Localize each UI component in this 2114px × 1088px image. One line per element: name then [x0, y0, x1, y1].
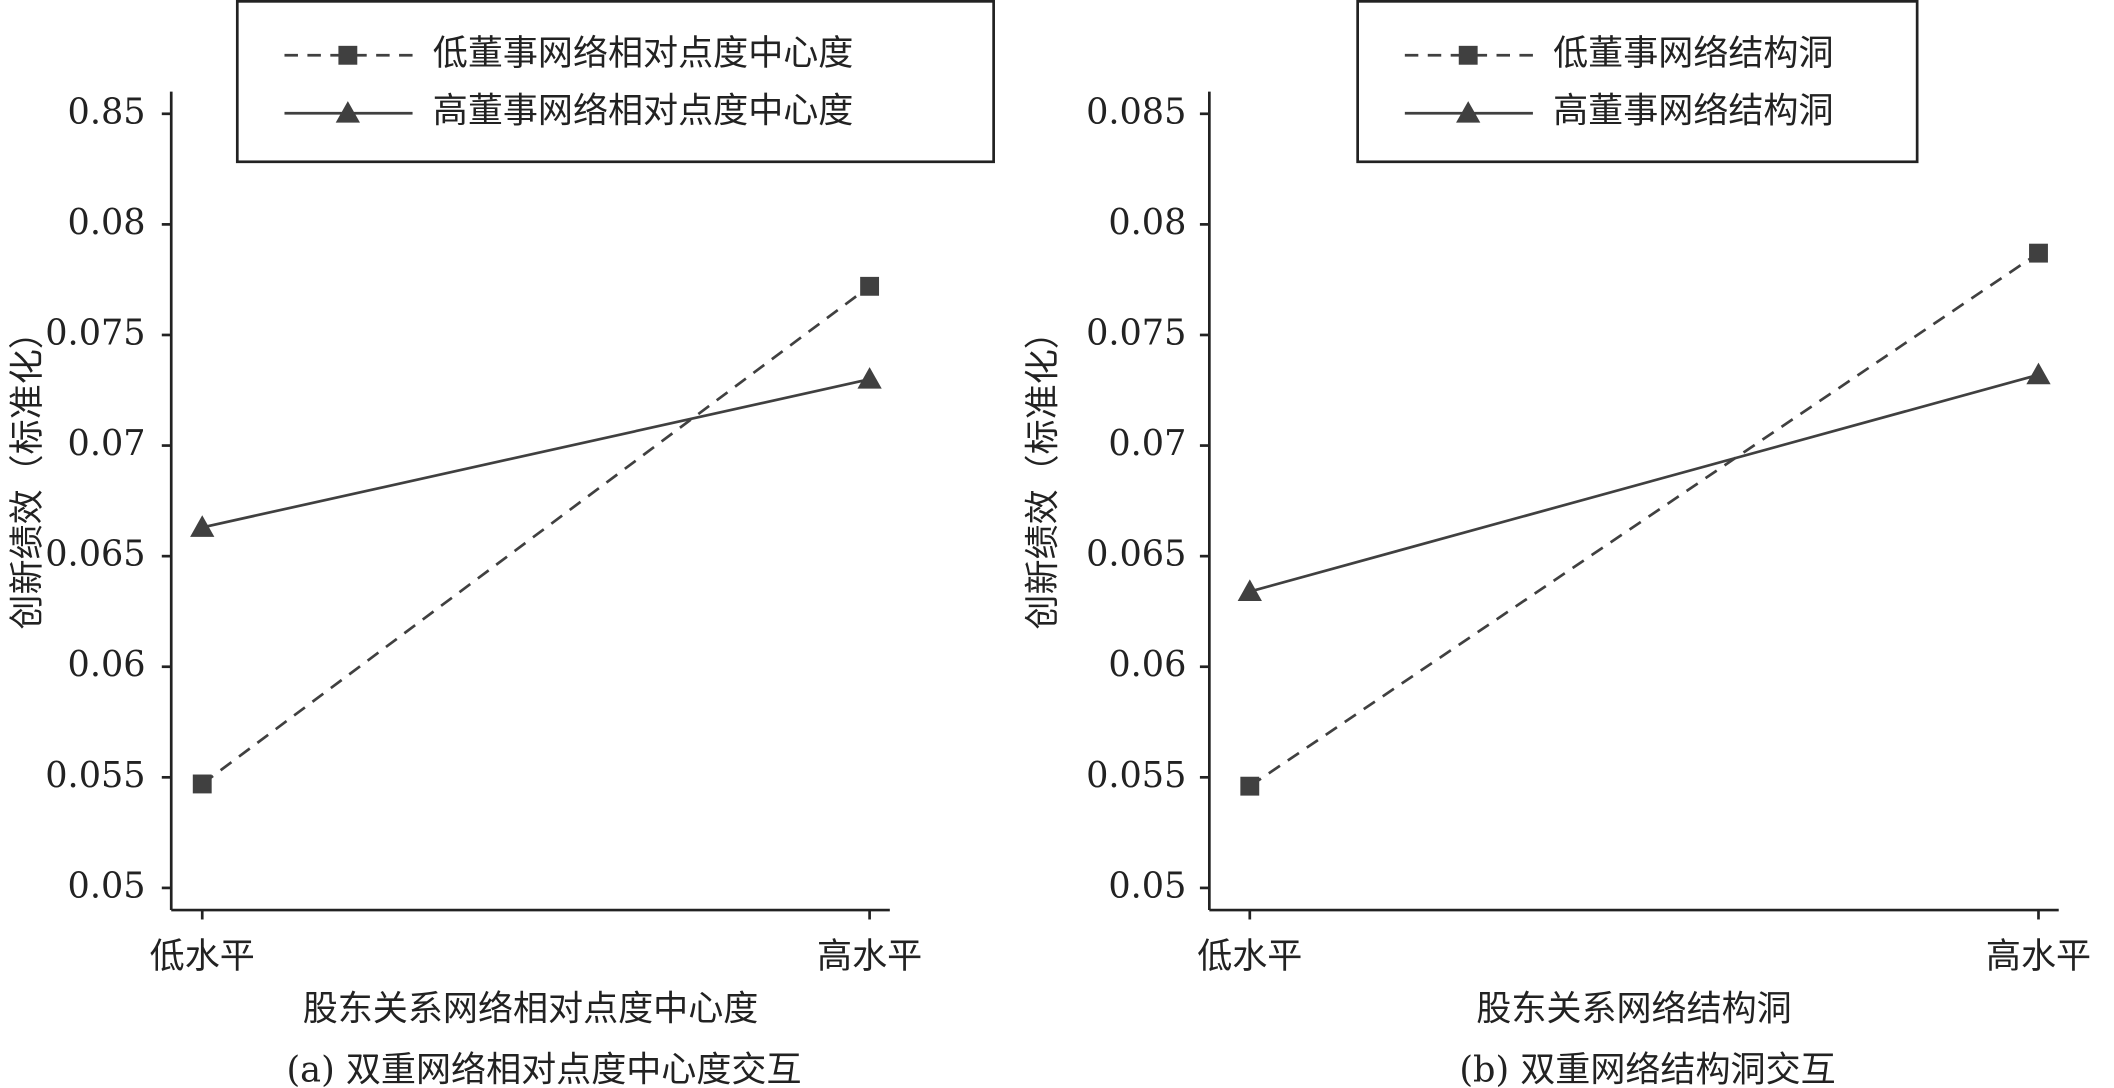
x-tick-label: 高水平 — [1986, 936, 2091, 977]
y-tick-label: 0.07 — [68, 423, 146, 464]
series-line — [1249, 373, 2039, 593]
y-tick-label: 0.08 — [1108, 202, 1186, 243]
legend-label: 高董事网络相对点度中心度 — [433, 91, 854, 132]
data-point — [2029, 243, 2048, 263]
y-axis-label: 创新绩效（标准化） — [1022, 314, 1063, 629]
y-tick-label: 0.075 — [1086, 312, 1186, 353]
y-tick-label: 0.08 — [68, 202, 146, 243]
legend-marker — [335, 101, 360, 123]
y-axis-label: 创新绩效（标准化） — [7, 314, 48, 629]
caption: (a) 双重网络相对点度中心度交互 — [287, 1049, 802, 1088]
series-line — [201, 377, 870, 529]
legend-label: 低董事网络结构洞 — [1553, 33, 1833, 74]
data-point — [190, 515, 215, 537]
y-tick-label: 0.05 — [68, 865, 146, 906]
y-tick-label: 0.085 — [1086, 91, 1186, 132]
y-tick-label: 0.06 — [68, 644, 146, 685]
data-point — [1240, 776, 1260, 796]
caption: (b) 双重网络结构洞交互 — [1459, 1049, 1835, 1088]
y-tick-label: 0.06 — [1108, 644, 1186, 685]
y-tick-label: 0.85 — [68, 91, 146, 132]
y-tick-label: 0.05 — [1108, 865, 1186, 906]
x-axis-label: 股东关系网络相对点度中心度 — [303, 989, 759, 1030]
data-point — [860, 276, 880, 296]
y-tick-label: 0.075 — [45, 312, 145, 353]
x-tick-label: 低水平 — [1197, 936, 1302, 977]
legend-marker — [338, 45, 358, 65]
y-tick-label: 0.055 — [45, 755, 145, 796]
y-tick-label: 0.065 — [45, 534, 145, 575]
legend-label: 高董事网络结构洞 — [1553, 91, 1833, 132]
series-line — [201, 285, 871, 786]
legend-marker — [1456, 101, 1481, 123]
data-point — [1237, 579, 1262, 601]
legend-label: 低董事网络相对点度中心度 — [433, 33, 854, 74]
legend-marker — [1458, 45, 1478, 65]
y-tick-label: 0.065 — [1086, 534, 1186, 575]
y-tick-label: 0.07 — [1108, 423, 1186, 464]
series-line — [1249, 252, 2040, 788]
legend-box — [1356, 0, 1919, 164]
data-point — [192, 774, 212, 794]
x-tick-label: 低水平 — [150, 936, 255, 977]
legend-box — [235, 0, 995, 164]
x-tick-label: 高水平 — [817, 936, 922, 977]
x-axis-label: 股东关系网络结构洞 — [1476, 989, 1791, 1030]
data-point — [857, 367, 882, 389]
data-point — [2026, 362, 2051, 385]
y-tick-label: 0.055 — [1086, 755, 1186, 796]
